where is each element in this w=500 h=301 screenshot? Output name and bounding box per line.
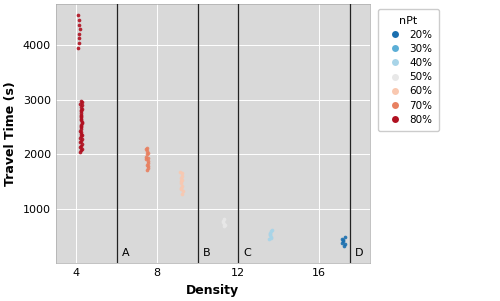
Point xyxy=(220,221,228,226)
Point xyxy=(74,46,82,51)
Text: A: A xyxy=(122,248,129,258)
Point xyxy=(77,130,85,135)
Point xyxy=(78,142,86,147)
Point xyxy=(176,187,184,191)
Point xyxy=(144,166,152,170)
Point xyxy=(76,125,84,130)
Text: D: D xyxy=(355,248,364,258)
Point xyxy=(78,144,86,148)
Point xyxy=(76,115,84,119)
Point xyxy=(267,229,275,234)
Point xyxy=(76,129,84,133)
Point xyxy=(76,112,84,117)
Point xyxy=(339,239,347,244)
Point xyxy=(76,101,84,106)
Point xyxy=(220,223,228,228)
Point xyxy=(75,17,83,22)
Text: B: B xyxy=(202,248,210,258)
X-axis label: Density: Density xyxy=(186,284,240,297)
Point xyxy=(76,122,84,127)
Point xyxy=(78,131,86,136)
Point xyxy=(266,237,274,241)
Point xyxy=(338,240,346,245)
Point xyxy=(142,157,150,162)
Point xyxy=(76,118,84,123)
Point xyxy=(76,31,84,36)
Point xyxy=(144,145,152,150)
Point xyxy=(176,181,184,186)
Point xyxy=(144,162,152,167)
Point xyxy=(77,139,85,144)
Point xyxy=(143,152,151,157)
Point xyxy=(266,231,274,236)
Point xyxy=(267,235,275,240)
Point xyxy=(220,218,228,223)
Point xyxy=(220,219,228,224)
Point xyxy=(340,244,348,248)
Point xyxy=(144,159,152,163)
Point xyxy=(178,191,186,196)
Point xyxy=(77,107,85,112)
Point xyxy=(341,235,349,240)
Point xyxy=(77,98,85,103)
Point xyxy=(176,175,184,180)
Point xyxy=(76,140,84,145)
Point xyxy=(178,171,186,176)
Point xyxy=(78,133,86,138)
Point xyxy=(76,109,84,114)
Point xyxy=(78,103,86,108)
Point xyxy=(74,12,82,17)
Point xyxy=(144,155,152,160)
Point xyxy=(78,110,86,115)
Y-axis label: Travel Time (s): Travel Time (s) xyxy=(4,81,17,186)
Point xyxy=(75,36,83,41)
Point xyxy=(178,178,186,182)
Point xyxy=(76,145,84,150)
Point xyxy=(75,22,83,27)
Point xyxy=(76,149,84,154)
Point xyxy=(78,146,86,151)
Legend: 20%, 30%, 40%, 50%, 60%, 70%, 80%: 20%, 30%, 40%, 50%, 60%, 70%, 80% xyxy=(378,9,439,131)
Point xyxy=(220,216,228,221)
Point xyxy=(144,160,152,165)
Point xyxy=(77,147,85,152)
Point xyxy=(78,120,86,125)
Point xyxy=(142,147,150,152)
Point xyxy=(77,134,85,139)
Point xyxy=(266,236,274,241)
Point xyxy=(77,104,85,109)
Point xyxy=(78,100,86,104)
Point xyxy=(77,116,85,121)
Point xyxy=(144,150,152,155)
Point xyxy=(76,135,84,140)
Point xyxy=(78,119,86,124)
Point xyxy=(144,163,152,168)
Point xyxy=(178,189,186,194)
Point xyxy=(143,168,151,172)
Point xyxy=(77,126,85,131)
Point xyxy=(339,237,347,242)
Point xyxy=(178,173,186,178)
Point xyxy=(266,230,274,235)
Point xyxy=(77,113,85,118)
Point xyxy=(178,184,186,188)
Point xyxy=(220,224,228,228)
Point xyxy=(177,185,185,190)
Point xyxy=(142,154,150,159)
Point xyxy=(76,41,84,45)
Point xyxy=(78,106,86,111)
Point xyxy=(76,27,84,32)
Point xyxy=(177,179,185,184)
Point xyxy=(78,137,86,142)
Point xyxy=(341,241,349,246)
Point xyxy=(266,233,274,237)
Point xyxy=(176,169,184,174)
Point xyxy=(268,227,276,232)
Point xyxy=(338,237,346,241)
Point xyxy=(144,149,152,154)
Point xyxy=(77,123,85,128)
Text: C: C xyxy=(244,248,251,258)
